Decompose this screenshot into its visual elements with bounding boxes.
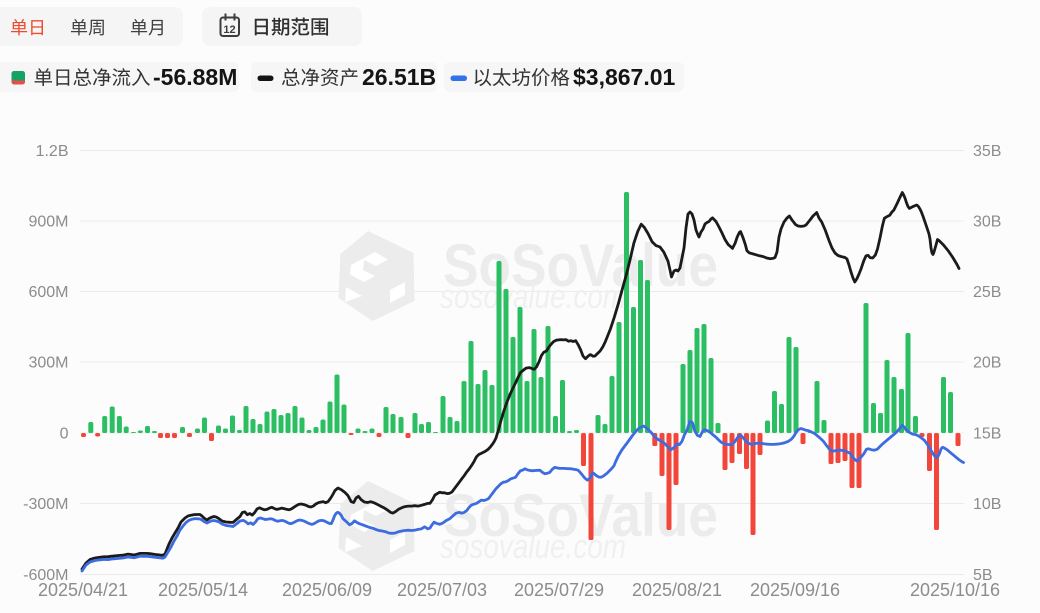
svg-text:-56.88M: -56.88M <box>153 64 237 90</box>
svg-text:1.2B: 1.2B <box>36 143 69 160</box>
svg-text:900M: 900M <box>28 214 68 231</box>
svg-text:2025/06/09: 2025/06/09 <box>282 580 372 600</box>
svg-text:2025/08/21: 2025/08/21 <box>632 580 722 600</box>
svg-text:5B: 5B <box>973 567 993 584</box>
svg-text:35B: 35B <box>973 143 1001 160</box>
svg-text:2025/07/29: 2025/07/29 <box>514 580 604 600</box>
svg-text:SoSoValue: SoSoValue <box>443 232 718 299</box>
svg-text:26.51B: 26.51B <box>362 64 436 90</box>
svg-text:$3,867.01: $3,867.01 <box>573 64 676 90</box>
svg-text:300M: 300M <box>28 355 68 372</box>
svg-text:sosovalue.com: sosovalue.com <box>440 278 626 316</box>
svg-text:12: 12 <box>223 24 235 36</box>
svg-text:0: 0 <box>60 426 69 443</box>
svg-text:2025/09/16: 2025/09/16 <box>750 580 840 600</box>
svg-text:2025/10/16: 2025/10/16 <box>910 580 1000 600</box>
svg-text:30B: 30B <box>973 214 1001 231</box>
svg-text:2025/05/14: 2025/05/14 <box>158 580 248 600</box>
svg-text:10B: 10B <box>973 496 1001 513</box>
svg-text:25B: 25B <box>973 284 1001 301</box>
svg-text:15B: 15B <box>973 426 1001 443</box>
svg-text:sosovalue.com: sosovalue.com <box>440 528 626 566</box>
svg-text:SoSoValue: SoSoValue <box>443 482 718 549</box>
svg-text:20B: 20B <box>973 355 1001 372</box>
svg-text:-300M: -300M <box>23 496 68 513</box>
svg-text:600M: 600M <box>28 284 68 301</box>
svg-text:2025/04/21: 2025/04/21 <box>38 580 128 600</box>
svg-text:-600M: -600M <box>23 567 68 584</box>
svg-text:2025/07/03: 2025/07/03 <box>397 580 487 600</box>
